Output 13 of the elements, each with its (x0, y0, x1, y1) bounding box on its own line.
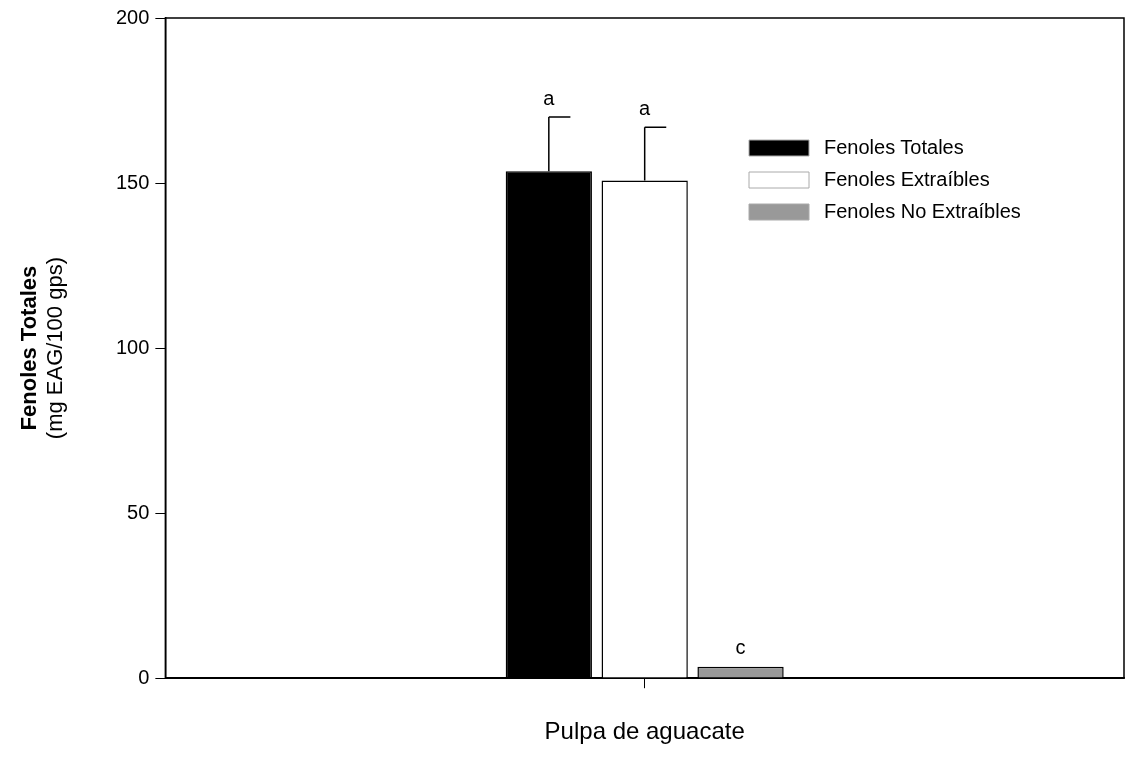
y-axis-title: Fenoles Totales (mg EAG/100 gps) (16, 257, 68, 440)
x-axis-title: Pulpa de aguacate (544, 717, 745, 745)
y-tick-label: 50 (127, 500, 150, 523)
annotation: a (543, 86, 556, 109)
annotation: c (735, 636, 746, 659)
y-tick-label: 200 (115, 5, 150, 28)
y-tick-label: 100 (115, 335, 150, 358)
y-tick-label: 0 (138, 665, 150, 688)
legend-label: Fenoles Totales (824, 135, 964, 158)
annotation: a (639, 96, 652, 119)
y-tick-label: 150 (115, 170, 150, 193)
legend-label: Fenoles No Extraíbles (824, 199, 1021, 222)
text: Fenoles Extraíbles (824, 167, 990, 190)
